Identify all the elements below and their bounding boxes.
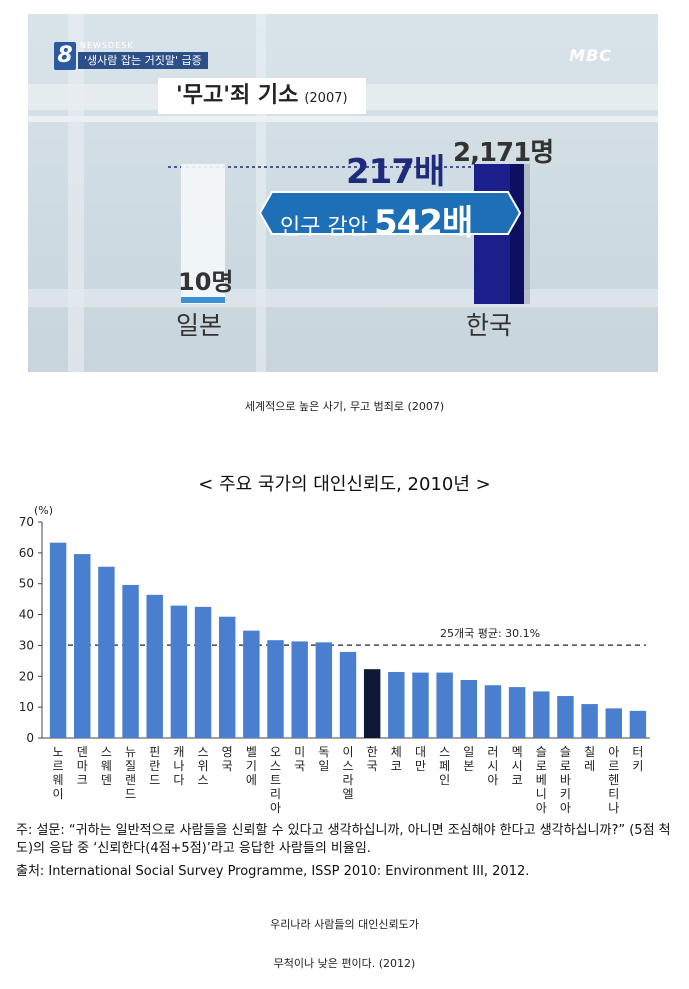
caption-top: 세계적으로 높은 사기, 무고 범죄로 (2007) xyxy=(244,400,445,413)
bar-country xyxy=(484,685,502,738)
bar-country xyxy=(388,671,405,738)
population-prefix: 인구 감안 xyxy=(280,215,368,240)
y-tick-label: 60 xyxy=(19,546,34,560)
bar-country xyxy=(74,554,91,738)
news-graphic-background xyxy=(28,14,658,372)
bar-country xyxy=(436,672,453,738)
news-title: '무고'죄 기소 (2007) xyxy=(158,78,366,114)
population-value: 542배 xyxy=(373,203,473,243)
program-name: NEWSDESK xyxy=(80,41,134,50)
bar-country xyxy=(508,687,526,738)
caption-bottom-1: 우리나라 사람들의 대인신뢰도가 xyxy=(270,918,419,931)
population-banner xyxy=(258,191,522,235)
average-reference-label: 25개국 평균: 30.1% xyxy=(440,627,540,640)
ratio-label: 217배 xyxy=(346,152,445,192)
bar-country xyxy=(98,566,115,738)
caption-bottom-2: 무척이나 낮은 편이다. (2012) xyxy=(273,957,416,970)
korea-category-label: 한국 xyxy=(466,311,513,340)
bar-country xyxy=(49,542,67,738)
bar-country xyxy=(218,616,236,738)
bar-country xyxy=(339,651,357,738)
bar-country xyxy=(122,584,139,738)
japan-value-label: 10명 xyxy=(178,268,234,296)
korea-value-label: 2,171명 xyxy=(453,138,554,168)
broadcaster-logo: MBC xyxy=(569,46,612,65)
y-tick-label: 50 xyxy=(19,577,34,591)
bar-country xyxy=(243,630,260,738)
news-ticker: '생사람 잡는 거짓말' 급증 xyxy=(78,52,208,69)
news-title-year: (2007) xyxy=(304,91,348,106)
y-tick-label: 40 xyxy=(19,608,34,622)
news-title-text: '무고'죄 기소 xyxy=(176,83,299,108)
bar-country xyxy=(315,642,333,738)
y-axis-unit: (%) xyxy=(34,504,53,517)
bar-country xyxy=(146,594,163,738)
y-tick-label: 30 xyxy=(19,638,34,652)
chart-note: 주: 설문: “귀하는 일반적으로 사람들을 신뢰할 수 있다고 생각하십니까,… xyxy=(16,823,671,856)
news-screenshot: 8 NEWSDESK '생사람 잡는 거짓말' 급증 MBC '무고'죄 기소 (… xyxy=(28,14,658,372)
bar-country xyxy=(291,641,308,738)
bar-country xyxy=(557,696,574,738)
bar-japan xyxy=(181,297,225,303)
trust-bar-chart: 0 10 20 30 40 50 60 70(%) 25개국 평균: 30.1% 노 르 웨 이 덴 마 크… xyxy=(19,504,650,815)
chart-source: 출처: International Social Survey Programm… xyxy=(16,864,530,879)
bar-country xyxy=(533,691,550,738)
bar-country xyxy=(581,704,598,738)
y-tick-label: 70 xyxy=(19,515,34,529)
bar-country xyxy=(460,679,478,738)
bar-highlight xyxy=(363,669,381,738)
program-logo: 8 xyxy=(54,42,76,70)
population-adjusted-text: 인구 감안 542배 xyxy=(280,195,473,244)
bar-country xyxy=(194,606,212,738)
y-tick-label: 0 xyxy=(26,731,34,745)
bar-country xyxy=(629,710,647,738)
bar-country xyxy=(412,672,429,738)
y-tick-label: 10 xyxy=(19,700,34,714)
y-tick-label: 20 xyxy=(19,669,34,683)
bar-country xyxy=(605,708,622,738)
japan-category-label: 일본 xyxy=(176,311,223,340)
bar-country xyxy=(267,640,284,738)
bar-country xyxy=(170,605,188,738)
chart-title: < 주요 국가의 대인신뢰도, 2010년 > xyxy=(198,474,491,495)
